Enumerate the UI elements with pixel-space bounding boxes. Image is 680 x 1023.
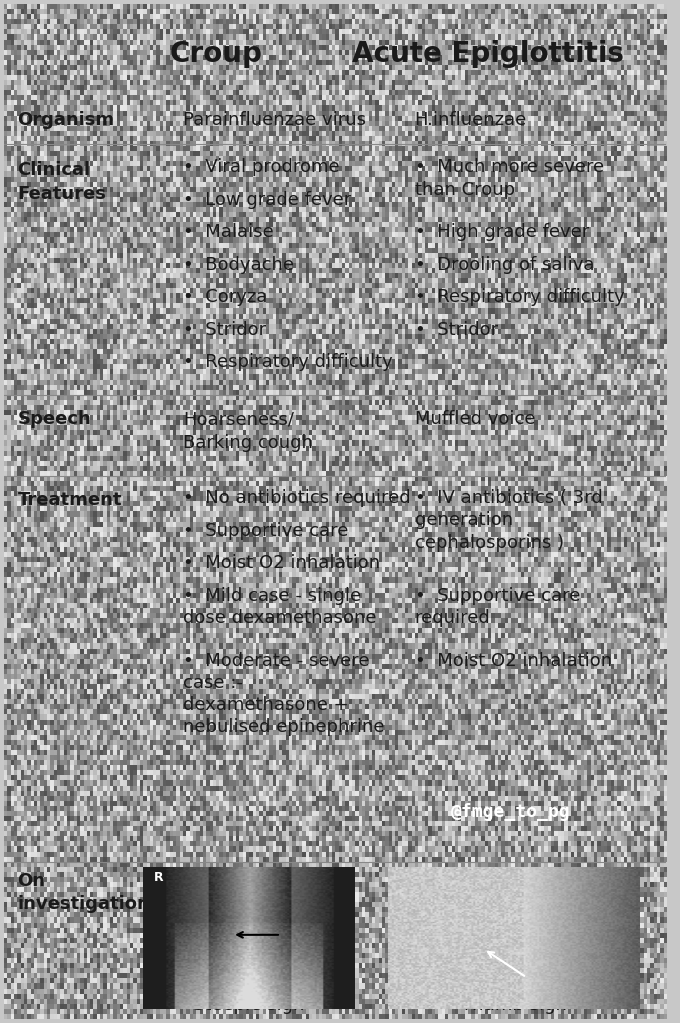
Text: •  Mild case - single
dose dexamethasone: • Mild case - single dose dexamethasone: [183, 586, 377, 627]
Text: Parainfluenzae virus: Parainfluenzae virus: [183, 110, 366, 129]
Text: Muffled voice: Muffled voice: [415, 410, 535, 428]
Text: •  High grade fever: • High grade fever: [415, 223, 589, 241]
Text: H.influenzae: H.influenzae: [415, 110, 527, 129]
Text: Acute Epiglottitis: Acute Epiglottitis: [352, 40, 624, 68]
Text: •  Much more severe
than Croup: • Much more severe than Croup: [415, 159, 604, 198]
Text: •  Malaise: • Malaise: [183, 223, 274, 241]
Text: •  No antibiotics required: • No antibiotics required: [183, 489, 411, 507]
Text: •  Low grade fever: • Low grade fever: [183, 191, 351, 209]
Text: •  Bodyache: • Bodyache: [183, 256, 294, 274]
Text: Clinical
Features: Clinical Features: [18, 162, 106, 203]
Text: On
investigations: On investigations: [18, 872, 160, 914]
Text: •  Moist O2 inhalation: • Moist O2 inhalation: [183, 554, 380, 572]
Text: •  Respiratory difficulty: • Respiratory difficulty: [183, 353, 393, 371]
Text: •  Stridor: • Stridor: [183, 321, 266, 339]
Text: •  Moist O2 inhalation: • Moist O2 inhalation: [415, 652, 612, 669]
Text: Organism: Organism: [18, 110, 114, 129]
Text: •  Drooling of saliva: • Drooling of saliva: [415, 256, 594, 274]
Text: Hoarseness/
Barking cough: Hoarseness/ Barking cough: [183, 410, 313, 451]
Text: •  Viral prodrome: • Viral prodrome: [183, 159, 339, 176]
Text: •  Coryza: • Coryza: [183, 288, 267, 306]
Text: •  Supportive care: • Supportive care: [183, 522, 348, 540]
Text: •  Supportive care
required: • Supportive care required: [415, 586, 580, 627]
Text: •  IV antibiotics ( 3rd
generation
cephalosporins ): • IV antibiotics ( 3rd generation cephal…: [415, 489, 602, 551]
Text: •  Moderate - severe
case :-
dexamethasone +
nebulised epinephrine: • Moderate - severe case :- dexamethason…: [183, 652, 384, 737]
Text: •  Respiratory difficulty: • Respiratory difficulty: [415, 288, 624, 306]
Text: Croup: Croup: [169, 40, 262, 68]
Text: •  Stridor: • Stridor: [415, 321, 498, 339]
Text: Speech: Speech: [18, 410, 91, 428]
Text: Steeple sign: Steeple sign: [194, 995, 305, 1014]
Text: Treatment: Treatment: [18, 491, 122, 509]
Text: Thumb sign: Thumb sign: [461, 995, 567, 1014]
